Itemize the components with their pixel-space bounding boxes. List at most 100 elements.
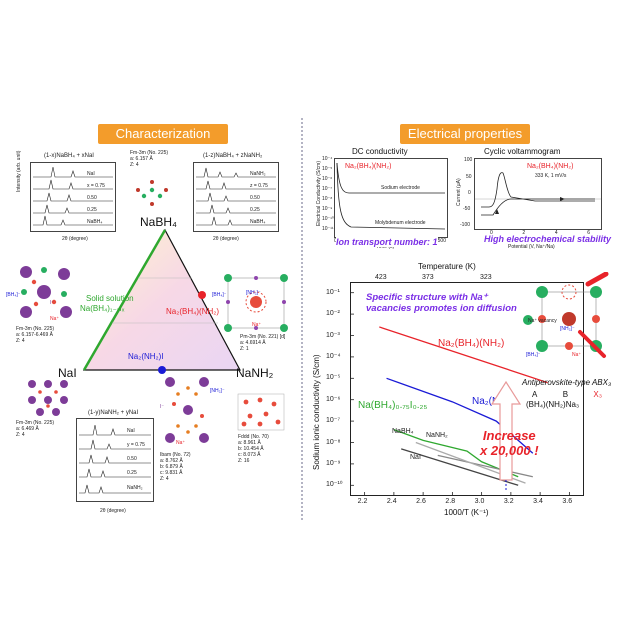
abx-formula: (BH₄)(NH₂)Na₃	[526, 400, 580, 409]
xrd-tr-xlabel: 2θ (degree)	[213, 236, 239, 242]
y-tick-label: 10⁻⁴	[326, 352, 341, 360]
crystal-bc-group: Ibam (No. 72)	[160, 452, 191, 458]
series-label-nai: NaI	[410, 454, 421, 461]
dc-moly-label: Molybdenum electrode	[375, 220, 426, 226]
temp-tick-2: 323	[480, 274, 492, 281]
temp-tick-1: 373	[422, 274, 434, 281]
crystal-bl-group: Fm-3m (No. 225)	[16, 420, 55, 426]
xrd-b-xlabel: 2θ (degree)	[100, 508, 126, 514]
series-label-red: Na₂(BH₄)(NH₂)	[438, 338, 505, 349]
xrd-tr-title: (1-z)NaBH₄ + zNaNH₂	[203, 153, 263, 159]
xrd-tl-lab1: x = 0.75	[87, 183, 105, 189]
series-label-nanh2: NaNH₂	[426, 432, 448, 439]
crystal-right-ion1: [BH₄]⁻	[212, 292, 227, 298]
dc-ytick-5: 10⁻⁹	[322, 206, 333, 212]
series-nanh2	[437, 454, 533, 478]
x-tick-label: 3.4	[533, 498, 543, 505]
dc-ytick-4: 10⁻⁸	[322, 196, 333, 202]
xrd-b-panel: NaI y = 0.75 0.50 0.25 NaNH₂	[76, 418, 154, 502]
solid-solution-label: Solid solution	[86, 294, 134, 303]
dc-ytick-7: 10⁻¹¹	[322, 226, 334, 232]
crystal-bc-a: a: 8.762 Å	[160, 458, 183, 464]
ternary-diagram	[82, 228, 242, 374]
dc-ytick-3: 10⁻⁷	[322, 186, 333, 192]
xrd-tr-lab0: NaNH₂	[250, 171, 266, 177]
xrd-b-plot	[79, 424, 151, 494]
x-tick-label: 2.8	[445, 498, 456, 505]
crystal-left	[20, 266, 72, 318]
crystal-bc-b: b: 6.879 Å	[160, 464, 183, 470]
na-label: Na⁺	[572, 352, 582, 358]
crystal-right-ion2: [NH₂]⁻	[246, 290, 261, 296]
series-green	[393, 429, 519, 478]
nh2-label: [NH₂]⁻	[560, 326, 575, 332]
cv-compound: Na₂(BH₄)(NH₂)	[527, 163, 574, 170]
crystal-br	[237, 393, 285, 431]
solid-solution-edge	[82, 229, 167, 371]
solid-solution-formula: Na(BH₄)₁₋ₓIₓ	[80, 304, 125, 313]
electrical-banner: Electrical properties	[400, 124, 530, 144]
xrd-b-title: (1-y)NaNH₂ + yNaI	[88, 410, 139, 416]
crystal-right	[224, 274, 288, 332]
abx-row: A B X₃	[532, 390, 602, 399]
crystal-right-a: a: 4.6914 Å	[240, 340, 266, 346]
crystal-bc-ion2: Na⁺	[176, 440, 186, 446]
characterization-banner: Characterization	[98, 124, 228, 144]
crystal-bc-c: c: 9.831 Å	[160, 470, 183, 476]
series-label-green: Na(BH₄)₀.₇₅I₀.₂₅	[358, 400, 428, 411]
xrd-tr-lab1: z = 0.75	[250, 183, 268, 189]
crystal-left-group: Fm-3m (No. 225)	[16, 326, 55, 332]
vacancy-label: Na⁺ vacancy	[528, 318, 557, 324]
crystal-br-group: Fddd (No. 70)	[238, 434, 269, 440]
abx-x3: X₃	[593, 390, 602, 399]
crystal-br-a: a: 8.961 Å	[238, 440, 261, 446]
crystal-left-z: Z: 4	[16, 338, 25, 344]
crystal-bl	[28, 380, 68, 416]
dc-plot	[336, 162, 446, 230]
dc-sodium-label: Sodium electrode	[381, 185, 420, 191]
y-tick-label: 10⁻³	[326, 331, 340, 339]
crystal-top-a: a: 6.157 Å	[130, 156, 153, 162]
crystal-bc-ion3: I⁻	[160, 404, 165, 410]
xrd-b-lab3: 0.25	[127, 470, 137, 476]
crystal-bl-z: Z: 4	[16, 432, 25, 438]
x-tick-label: 3.2	[503, 498, 514, 505]
xrd-tl-ylabel: Intensity (arb. unit)	[16, 150, 22, 192]
crystal-top	[136, 180, 168, 206]
dc-ytick-6: 10⁻¹⁰	[322, 216, 334, 222]
crystal-bc	[165, 377, 209, 443]
cv-ytick-1: 50	[466, 174, 472, 180]
crystal-right-z: Z: 1	[240, 346, 249, 352]
dc-sodium-curve	[336, 162, 445, 194]
x-tick-label: 3.0	[474, 498, 485, 505]
series-blue	[386, 377, 534, 454]
xrd-tl-title: (1-x)NaBH₄ + xNaI	[44, 153, 94, 159]
na2bh4nh2-point	[198, 291, 206, 299]
dc-ylabel: Electrical Conductivity (S/cm)	[316, 160, 322, 226]
abx-a: A	[532, 390, 538, 399]
cv-xtick: 0	[490, 230, 493, 236]
bh4-label: [BH₄]⁻	[526, 352, 541, 358]
cv-curve	[481, 172, 595, 216]
x-tick-label: 3.6	[562, 498, 573, 505]
cv-ytick-4: -100	[460, 222, 471, 228]
xrd-b-lab0: NaI	[127, 428, 135, 434]
cv-xtick: 6	[587, 230, 590, 236]
cv-ytick-0: 100	[464, 157, 473, 163]
na2bh4nh2-label: Na₂(BH₄)(NH₂)	[166, 307, 220, 316]
crystal-right-group: Pm-3m (No. 221) [d]	[240, 334, 286, 340]
xrd-tl-lab0: NaI	[87, 171, 95, 177]
crystal-top-z: Z: 4	[130, 162, 139, 168]
dc-panel: Na₂(BH₄)(NH₂) Sodium electrode Molybdenu…	[334, 158, 448, 238]
y-tick-label: 10⁻¹⁰	[326, 481, 343, 489]
dc-compound: Na₂(BH₄)(NH₂)	[345, 163, 392, 170]
y-tick-label: 10⁻⁷	[326, 417, 341, 425]
y-tick-label: 10⁻⁸	[326, 438, 341, 446]
y-tick-label: 10⁻²	[326, 310, 340, 318]
crystal-bc-z: Z: 4	[160, 476, 169, 482]
dc-xtick: 500	[437, 238, 446, 244]
cv-xticks: 0 2 4 6	[490, 230, 590, 236]
cv-caption: High electrochemical stability	[484, 234, 612, 244]
series-label-nabh4: NaBH₄	[392, 428, 414, 435]
